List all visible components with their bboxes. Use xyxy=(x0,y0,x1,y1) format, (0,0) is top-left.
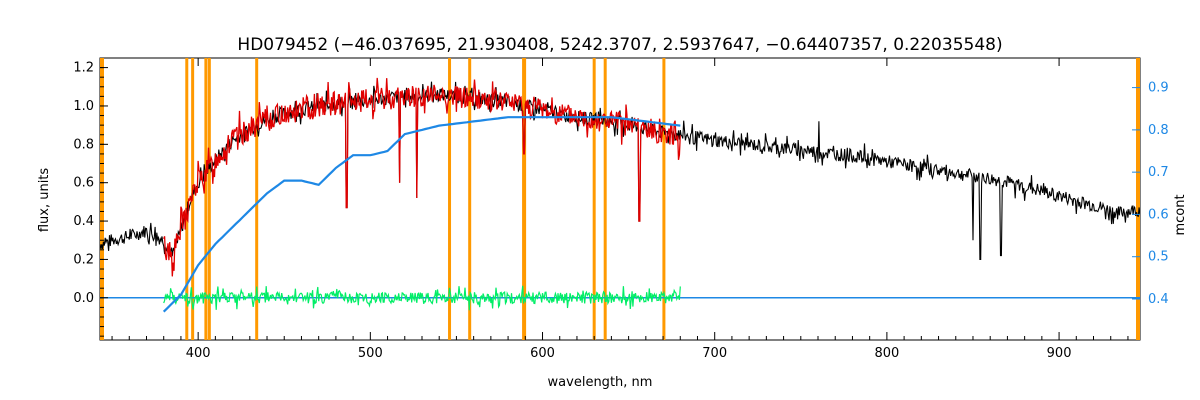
series-continuum-line xyxy=(162,116,681,313)
x-tick-label: 500 xyxy=(358,346,383,361)
x-tick-label: 800 xyxy=(874,346,899,361)
y-tick-label: 0.4 xyxy=(73,214,94,229)
mask-edge-left xyxy=(100,58,104,340)
x-tick-label: 600 xyxy=(530,346,555,361)
x-axis-label: wavelength, nm xyxy=(548,375,653,390)
y-tick-label: 0.8 xyxy=(73,137,94,152)
y2-tick-label: 0.8 xyxy=(1148,123,1169,138)
series-residual-line xyxy=(163,285,681,311)
plot-area: 400 500 600 700 800 900 0.0 0.2 0.4 0.6 0.8 1.0 1.2 0… xyxy=(73,57,1169,361)
y2-axis-label: mcont xyxy=(1173,194,1188,235)
y-tick-label: 0.0 xyxy=(73,291,94,306)
y-tick-label: 1.2 xyxy=(73,61,94,76)
series-model-line xyxy=(163,77,681,277)
x-tick-label: 400 xyxy=(186,346,211,361)
y2-tick-label: 0.4 xyxy=(1148,292,1169,307)
x-tick-label: 700 xyxy=(702,346,727,361)
y-axis-label: flux, units xyxy=(37,168,52,233)
x-tick-label: 900 xyxy=(1047,346,1072,361)
y-tick-label: 0.6 xyxy=(73,176,94,191)
y2-tick-label: 0.7 xyxy=(1148,165,1169,180)
chart-title: HD079452 (−46.037695, 21.930408, 5242.37… xyxy=(237,35,1002,55)
series-observed-line xyxy=(99,81,1141,260)
mask-edge-right xyxy=(1136,58,1140,340)
y2-tick-label: 0.9 xyxy=(1148,81,1169,96)
y-tick-label: 0.2 xyxy=(73,252,94,267)
y-tick-label: 1.0 xyxy=(73,99,94,114)
y2-tick-label: 0.5 xyxy=(1148,250,1169,265)
y2-tick-label: 0.6 xyxy=(1148,207,1169,222)
